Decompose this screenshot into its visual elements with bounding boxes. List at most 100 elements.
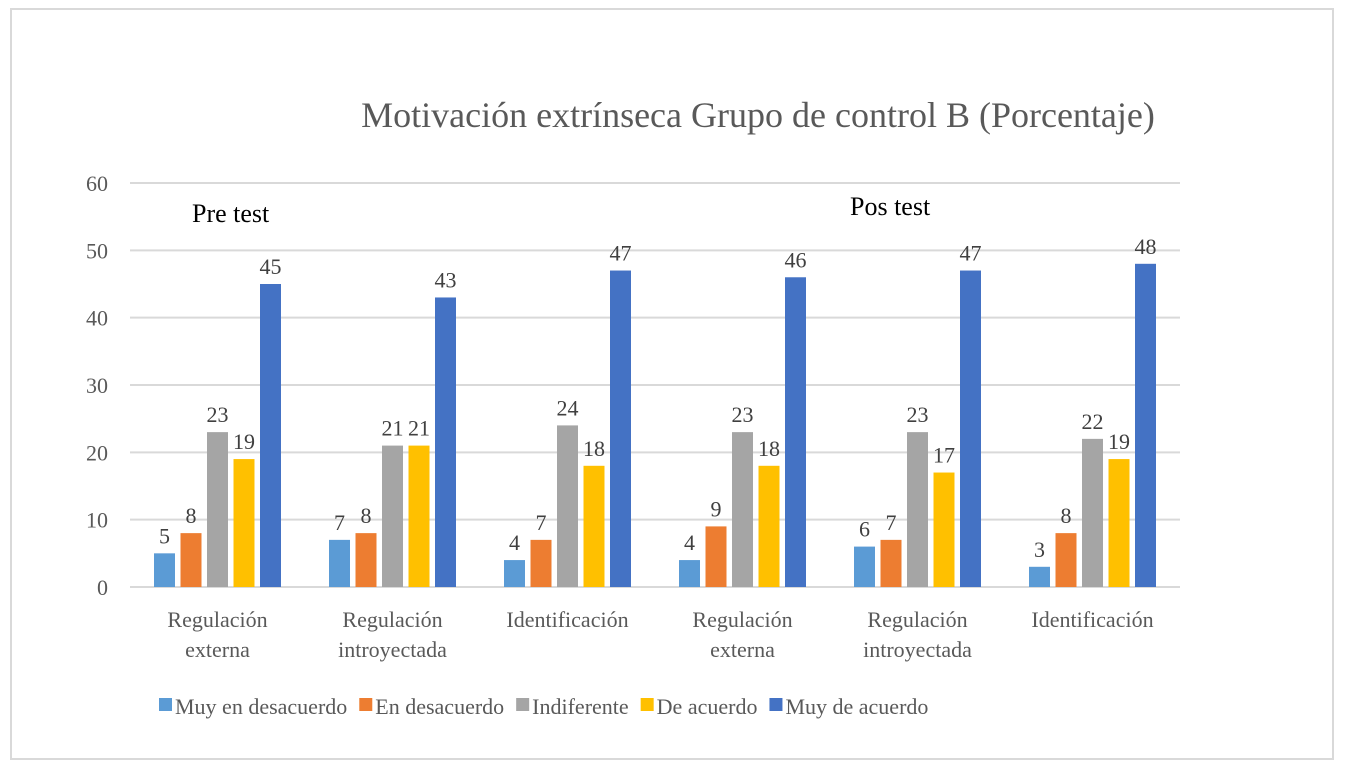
data-label: 23 <box>907 402 929 427</box>
data-label: 47 <box>610 241 632 266</box>
data-label: 4 <box>509 530 520 555</box>
bar <box>732 432 753 587</box>
bar <box>785 277 806 587</box>
data-label: 18 <box>583 436 605 461</box>
legend-item: Indiferente <box>516 694 629 719</box>
legend-item: De acuerdo <box>640 694 758 719</box>
data-label: 7 <box>886 510 897 535</box>
data-label: 6 <box>859 517 870 542</box>
data-label: 19 <box>233 429 255 454</box>
bar <box>408 445 430 587</box>
data-label: 8 <box>361 503 372 528</box>
x-category-label: Identificación <box>1031 607 1153 632</box>
data-label: 8 <box>186 503 197 528</box>
annotation-pre-test: Pre test <box>192 199 270 228</box>
y-tick-label: 10 <box>86 508 108 533</box>
data-label: 47 <box>960 241 982 266</box>
legend-swatch <box>159 698 172 711</box>
legend-label: En desacuerdo <box>375 694 504 719</box>
chart-title: Motivación extrínseca Grupo de control B… <box>361 95 1155 135</box>
data-label: 21 <box>382 416 404 441</box>
x-category-label: introyectada <box>863 637 972 662</box>
legend-item: Muy de acuerdo <box>769 694 928 719</box>
bars <box>154 263 1156 587</box>
x-category-label: Regulación <box>342 607 442 632</box>
bar <box>1082 438 1103 587</box>
legend-item: En desacuerdo <box>359 694 504 719</box>
y-tick-label: 50 <box>86 238 108 263</box>
bar <box>504 560 525 587</box>
data-label: 22 <box>1082 409 1104 434</box>
bar <box>583 465 605 587</box>
data-label: 17 <box>933 443 955 468</box>
legend-label: Muy en desacuerdo <box>175 694 347 719</box>
data-label: 46 <box>785 247 807 272</box>
legend: Muy en desacuerdo En desacuerdo Indiferent… <box>159 694 928 719</box>
bar <box>1055 533 1077 587</box>
data-label: 18 <box>758 436 780 461</box>
y-tick-label: 60 <box>86 171 108 196</box>
bar <box>1029 566 1050 587</box>
data-label: 19 <box>1108 429 1130 454</box>
x-category-label: externa <box>710 637 775 662</box>
bar <box>233 459 255 587</box>
data-label: 23 <box>732 402 754 427</box>
bar <box>435 297 456 587</box>
legend-swatch <box>640 698 654 711</box>
y-tick-label: 0 <box>97 575 108 600</box>
y-tick-label: 30 <box>86 373 108 398</box>
bar <box>880 539 902 587</box>
data-label: 23 <box>207 402 229 427</box>
x-category-label: Regulación <box>867 607 967 632</box>
legend-swatch <box>769 698 783 711</box>
data-label: 8 <box>1061 503 1072 528</box>
data-label: 45 <box>260 254 282 279</box>
x-category-label: Regulación <box>692 607 792 632</box>
bar <box>679 560 700 587</box>
x-category-label: introyectada <box>338 637 447 662</box>
data-label: 9 <box>711 496 722 521</box>
bar <box>154 553 175 587</box>
annotation-pos-test: Pos test <box>850 192 931 221</box>
bar <box>329 539 350 587</box>
bar <box>557 425 578 587</box>
bar <box>260 284 281 587</box>
x-category-label: externa <box>185 637 250 662</box>
bar <box>1108 459 1130 587</box>
bar <box>907 432 928 587</box>
data-label: 48 <box>1135 234 1157 259</box>
legend-item: Muy en desacuerdo <box>159 694 347 719</box>
x-axis-categories: Regulación externa Regulación introyectada I… <box>167 607 1153 662</box>
data-label: 3 <box>1034 537 1045 562</box>
y-tick-label: 20 <box>86 440 108 465</box>
gridlines <box>130 182 1180 588</box>
legend-label: De acuerdo <box>657 694 758 719</box>
x-category-label: Identificación <box>506 607 628 632</box>
bar <box>854 546 875 587</box>
y-tick-label: 40 <box>86 306 108 331</box>
data-label: 24 <box>557 395 579 420</box>
data-label: 21 <box>408 416 430 441</box>
legend-swatch <box>359 698 373 711</box>
bar <box>758 465 780 587</box>
bar <box>382 445 403 587</box>
bar <box>933 472 955 587</box>
bar <box>1135 263 1156 587</box>
legend-label: Indiferente <box>532 694 629 719</box>
data-label: 5 <box>159 523 170 548</box>
data-label: 43 <box>435 267 457 292</box>
bar <box>207 432 228 587</box>
data-label: 7 <box>334 510 345 535</box>
bar <box>355 533 377 587</box>
legend-label: Muy de acuerdo <box>785 694 928 719</box>
data-label: 7 <box>536 510 547 535</box>
bar <box>530 539 552 587</box>
bar <box>705 526 727 587</box>
x-category-label: Regulación <box>167 607 267 632</box>
data-label: 4 <box>684 530 695 555</box>
bar <box>610 270 631 587</box>
y-axis-ticks: 0 10 20 30 40 50 60 <box>86 171 108 600</box>
bar <box>180 533 202 587</box>
